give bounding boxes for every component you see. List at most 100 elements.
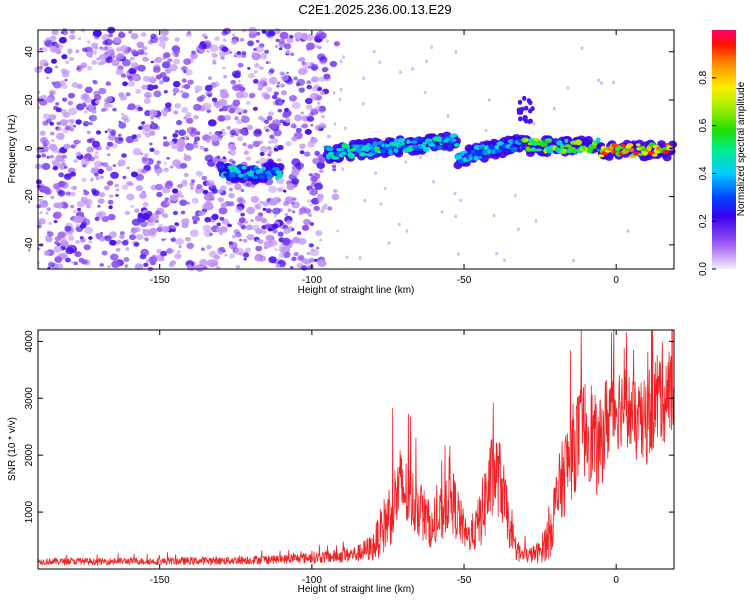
noise-cell xyxy=(313,44,319,48)
noise-cell xyxy=(48,261,55,268)
noise-cell xyxy=(275,263,281,268)
noise-cell xyxy=(243,150,250,155)
noise-cell xyxy=(180,90,184,93)
noise-cell xyxy=(318,76,325,82)
noise-cell xyxy=(45,76,49,80)
noise-cell xyxy=(597,78,600,83)
noise-cell xyxy=(256,81,266,89)
track-cell xyxy=(447,144,453,148)
noise-cell xyxy=(114,136,124,144)
noise-cell xyxy=(182,179,188,184)
noise-cell xyxy=(64,225,72,232)
noise-cell xyxy=(51,58,57,64)
noise-cell xyxy=(255,31,261,36)
track-cell xyxy=(564,138,569,143)
noise-cell xyxy=(293,76,298,81)
noise-cell xyxy=(169,165,174,169)
noise-cell xyxy=(228,143,236,151)
noise-cell xyxy=(313,205,320,211)
noise-cell xyxy=(154,219,159,223)
noise-cell xyxy=(252,224,260,231)
noise-cell xyxy=(411,67,414,71)
track-cell xyxy=(488,144,495,150)
spectrogram-y-tick-label: -20 xyxy=(24,189,35,204)
noise-cell xyxy=(168,262,175,268)
noise-cell xyxy=(336,229,340,233)
track-cell xyxy=(393,148,399,154)
noise-cell xyxy=(226,104,231,109)
noise-cell xyxy=(89,116,93,120)
noise-cell xyxy=(211,97,218,103)
noise-cell xyxy=(52,165,59,171)
noise-cell xyxy=(83,110,88,114)
noise-cell xyxy=(46,37,50,40)
noise-cell xyxy=(65,60,70,65)
noise-cell xyxy=(81,103,87,108)
noise-cell xyxy=(73,210,77,213)
spectrogram-x-tick-label: -100 xyxy=(302,275,322,286)
track-cell xyxy=(358,152,367,157)
colorbar: 0.0 0.2 0.4 0.6 0.8 Normalized spectral ampl… xyxy=(698,30,747,276)
noise-cell xyxy=(152,59,158,64)
noise-cell xyxy=(75,49,80,54)
noise-cell xyxy=(97,198,105,205)
noise-cell xyxy=(419,155,423,160)
track-cell xyxy=(478,156,483,159)
noise-cell xyxy=(314,258,318,262)
noise-cell xyxy=(86,51,93,58)
noise-cell xyxy=(117,162,122,167)
noise-cell xyxy=(285,49,291,54)
noise-cell xyxy=(171,249,175,253)
noise-cell xyxy=(95,99,100,104)
noise-cell xyxy=(86,204,91,209)
noise-cell xyxy=(217,115,226,122)
track-cell xyxy=(540,142,548,147)
noise-cell xyxy=(264,119,270,124)
noise-cell xyxy=(246,206,256,215)
spectrogram-y-tick-label: -40 xyxy=(24,237,35,252)
noise-cell xyxy=(262,201,269,207)
noise-cell xyxy=(101,108,106,112)
noise-cell xyxy=(316,95,323,101)
track-cell xyxy=(560,143,565,150)
noise-cell xyxy=(297,58,301,62)
noise-cell xyxy=(167,58,173,63)
noise-cell xyxy=(36,146,43,152)
noise-cell xyxy=(124,264,129,268)
noise-cell xyxy=(291,101,301,110)
noise-cell xyxy=(216,222,221,227)
noise-cell xyxy=(323,203,328,207)
noise-cell xyxy=(284,196,294,204)
noise-cell xyxy=(432,180,435,184)
noise-cell xyxy=(232,33,236,37)
noise-cell xyxy=(218,108,224,112)
noise-cell xyxy=(183,83,191,90)
noise-cell xyxy=(221,46,229,53)
noise-cell xyxy=(49,46,58,53)
noise-cell xyxy=(42,113,51,120)
noise-cell xyxy=(158,224,164,229)
noise-cell xyxy=(80,93,90,102)
noise-cell xyxy=(70,185,77,191)
noise-cell xyxy=(316,161,326,169)
noise-cell xyxy=(44,40,54,48)
noise-cell xyxy=(326,39,329,43)
track-cell xyxy=(267,173,274,179)
noise-cell xyxy=(64,78,68,82)
track-cell xyxy=(364,147,370,152)
noise-cell xyxy=(387,241,391,245)
track-cell xyxy=(241,165,247,170)
noise-cell xyxy=(174,253,182,260)
noise-cell xyxy=(201,33,207,38)
noise-cell xyxy=(282,111,290,119)
noise-cell xyxy=(316,246,320,250)
noise-cell xyxy=(177,250,181,253)
noise-cell xyxy=(49,114,57,121)
noise-cell xyxy=(218,137,222,141)
noise-cell xyxy=(75,223,81,228)
noise-cell xyxy=(247,67,251,70)
noise-cell xyxy=(244,247,252,253)
noise-cell xyxy=(516,227,520,231)
noise-cell xyxy=(94,216,100,222)
colorbar-tick-label: 0.4 xyxy=(698,166,709,180)
